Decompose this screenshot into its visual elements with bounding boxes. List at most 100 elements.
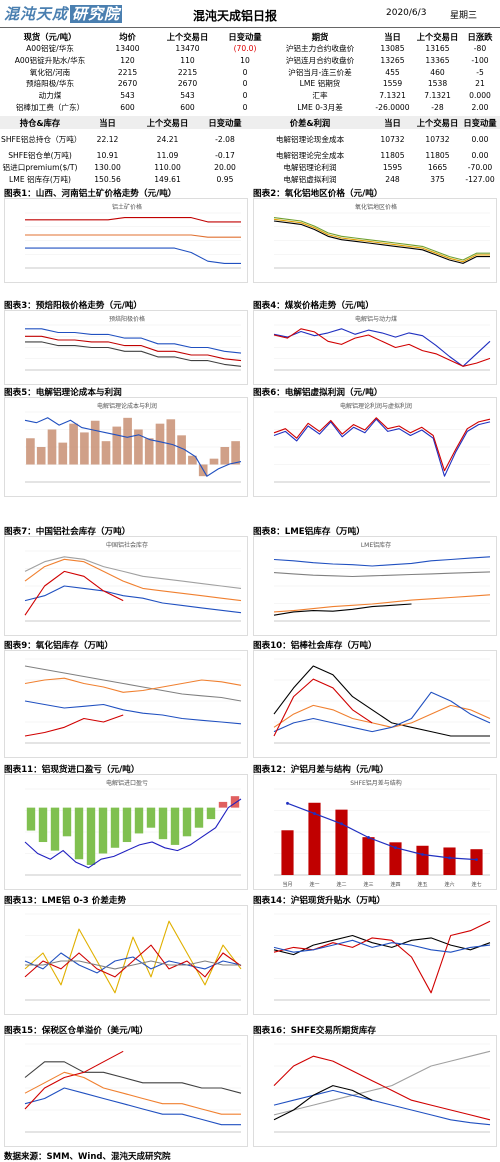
data-source-note: 数据来源：SMM、Wind、混沌天成研究院: [4, 1152, 171, 1162]
chart-inner-title: 预焙阳极价格: [109, 315, 145, 323]
bar: [98, 807, 108, 854]
bar: [158, 807, 168, 840]
chart-caption: 图表16：SHFE交易所期货库存: [253, 1026, 377, 1036]
table-cell: -26.0000: [375, 102, 410, 112]
bar: [335, 809, 348, 875]
table-row: SHFE铝仓单(万吨) 10.91 11.09 -0.17 电解铝理论完全成本 …: [0, 150, 500, 162]
bar: [206, 807, 216, 820]
bar: [26, 438, 35, 465]
table-cell: 电解铝理论利润: [283, 163, 337, 173]
tick-label: 当月: [282, 881, 292, 888]
table-cell: 110: [180, 56, 195, 66]
chart-bauxite-price: 铝土矿价格: [4, 198, 248, 283]
table-cell: (70.0): [233, 44, 257, 54]
table-cell: 沪铝连月合约收盘价: [285, 56, 355, 66]
table-cell: 10732: [425, 135, 450, 144]
bar: [230, 796, 240, 808]
table-cell: LME 铝库存(万吨): [9, 174, 71, 184]
chart-svg: 电解铝理论利润与虚拟利润: [273, 402, 491, 483]
chart-inner-title: 电解铝理论成本与利润: [97, 402, 157, 410]
table-cell: LME 铝期货: [299, 79, 341, 89]
table-cell: -70.00: [467, 163, 493, 173]
table-cell: 电解铝理论完全成本: [275, 151, 345, 161]
tick-label: 连三: [363, 881, 373, 888]
chart-caption: 图表8：LME铝库存（万吨）: [253, 527, 365, 537]
bar: [188, 455, 197, 465]
series-line: [24, 417, 242, 477]
table-cell: 543: [120, 91, 135, 101]
bar: [389, 842, 402, 875]
series-line: [273, 218, 490, 263]
table-cell: -5: [476, 67, 484, 77]
bar: [170, 807, 180, 845]
table-cell: 1559: [382, 79, 403, 89]
series-line: [273, 939, 491, 953]
chart-svg: [24, 1043, 242, 1133]
bar: [281, 830, 294, 875]
chart-svg: 电解铝理论成本与利润: [24, 402, 242, 483]
bar: [416, 845, 429, 875]
header-cell: 价差&利润: [250, 116, 370, 129]
chart-lme-inventory: LME铝库存: [253, 536, 497, 636]
logo-box-text: 研究院: [70, 5, 123, 23]
table-cell: 电解铝理论现金成本: [275, 135, 345, 144]
series-line: [25, 234, 241, 238]
bar: [218, 801, 228, 808]
report-date: 2020/6/3: [386, 8, 427, 18]
table-header-row: 持仓&库存 当日 上个交易日 日变动量 价差&利润 当日 上个交易日 日变动量: [0, 116, 500, 129]
table-cell: -100: [471, 56, 489, 66]
bar: [26, 807, 36, 831]
table-cell: 铝进口premium($/T): [2, 163, 78, 173]
chart-alumina-price: 氧化铝地区价格: [253, 198, 497, 283]
inventory-profit-table: 持仓&库存 当日 上个交易日 日变动量 价差&利润 当日 上个交易日 日变动量 …: [0, 116, 500, 185]
header-cell: 当日: [384, 31, 401, 42]
bar: [122, 807, 132, 843]
series-line: [273, 594, 491, 613]
series-line: [24, 944, 242, 978]
bar: [182, 807, 192, 837]
header-cell: 日变动量: [228, 31, 262, 42]
series-line: [273, 328, 491, 367]
bar: [194, 807, 204, 828]
table-cell: 11805: [380, 151, 405, 161]
table-cell: 120: [120, 56, 135, 66]
chart-caption: 图表9：氧化铝库存（万吨）: [4, 641, 114, 651]
table-header-row: 现货（元/吨） 均价 上个交易日 日变动量 期货 当日 上个交易日 日涨跌: [0, 30, 500, 43]
table-cell: 13085: [380, 44, 405, 54]
table-cell: 7.1321: [379, 91, 406, 101]
table-cell: -127.00: [465, 174, 495, 184]
bar: [86, 807, 96, 865]
header-cell: 上个交易日: [416, 31, 459, 42]
table-cell: -28: [431, 102, 444, 112]
table-cell: 预焙阳极/华东: [25, 79, 75, 89]
table-cell: LME 0-3月差: [297, 102, 343, 112]
series-line: [273, 571, 491, 578]
table-cell: 0.000: [469, 91, 491, 101]
table-cell: 10: [240, 56, 250, 66]
chart-shfe-inventory: [253, 1035, 497, 1147]
series-line: [24, 556, 242, 589]
chart-inner-title: 电解铝进口盈亏: [106, 779, 148, 787]
table-cell: 0: [242, 102, 248, 112]
chart-inner-title: LME铝库存: [361, 541, 391, 549]
table-row: SHFE铝总持仓（万吨） 22.12 24.21 -2.08 电解铝理论现金成本…: [0, 129, 500, 150]
header-cell: 日涨跌: [467, 31, 493, 42]
report-weekday: 星期三: [450, 11, 478, 21]
table-cell: 130.00: [94, 163, 121, 173]
header-cell: 现货（元/吨）: [23, 31, 77, 42]
bar: [36, 447, 46, 465]
bar: [166, 419, 176, 465]
company-logo: 混沌天成 研究院: [4, 3, 123, 24]
series-line: [25, 960, 241, 970]
bar: [90, 420, 100, 465]
tick-label: 连二: [336, 881, 346, 888]
table-cell: 7.1321: [424, 91, 451, 101]
series-line: [25, 247, 241, 264]
header-cell: 当日: [80, 116, 135, 129]
table-row: 预焙阳极/华东 2670 2670 0 LME 铝期货 1559 1538 21: [0, 78, 500, 90]
chart-import-profit: 电解铝进口盈亏: [4, 774, 248, 890]
table-cell: SHFE铝总持仓（万吨）: [1, 135, 80, 144]
chart-caption: 图表10：铝棒社会库存（万吨）: [253, 641, 377, 651]
table-cell: 460: [430, 67, 445, 77]
